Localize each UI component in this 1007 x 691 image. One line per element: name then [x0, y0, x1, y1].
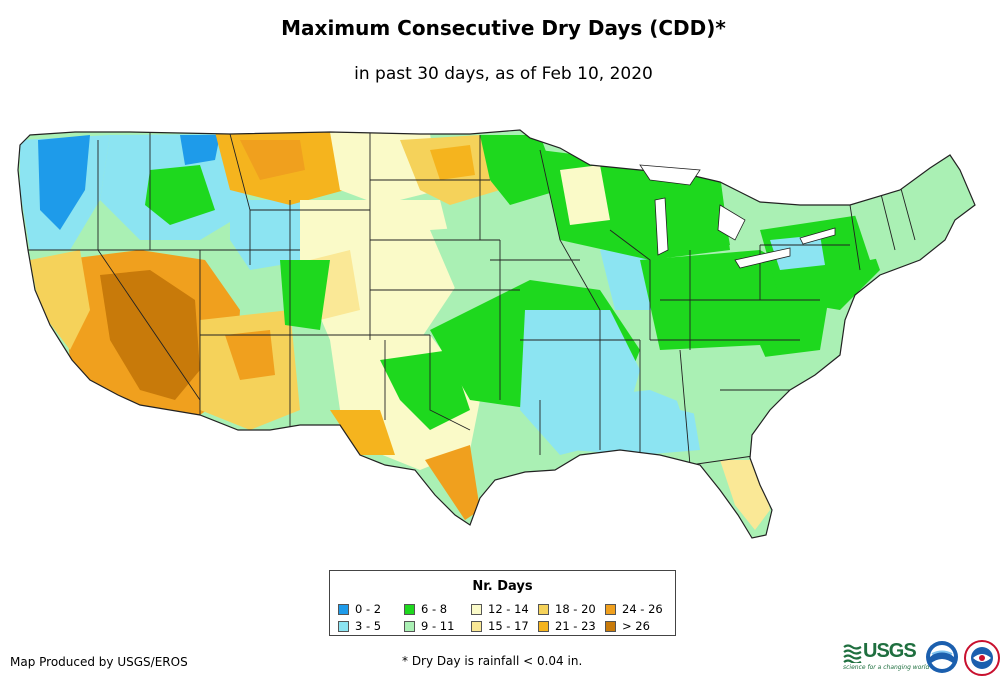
legend-swatch [538, 621, 549, 632]
legend-swatch [404, 621, 415, 632]
legend-item-3-5: 3 - 5 [338, 620, 381, 632]
map-title: Maximum Consecutive Dry Days (CDD)* [281, 16, 726, 40]
legend-swatch [471, 621, 482, 632]
usgs-tagline: science for a changing world [843, 664, 930, 671]
legend-title: Nr. Days [472, 579, 533, 594]
legend-swatch [605, 604, 616, 615]
legend-swatch [338, 604, 349, 615]
legend-swatch [404, 604, 415, 615]
agency-logos: USGS science for a changing world [843, 640, 1003, 676]
legend-label: 3 - 5 [355, 619, 382, 633]
nws-logo-icon [964, 640, 1000, 676]
legend-item-15-17: 15 - 17 [471, 620, 529, 632]
legend-item-0-2: 0 - 2 [338, 603, 381, 615]
legend-label: 9 - 11 [421, 619, 455, 633]
legend-swatch [605, 621, 616, 632]
dry-day-footnote: * Dry Day is rainfall < 0.04 in. [402, 654, 583, 668]
legend-swatch [471, 604, 482, 615]
legend-item-gt-26: > 26 [605, 620, 650, 632]
legend-label: 0 - 2 [355, 602, 382, 616]
legend-label: 18 - 20 [555, 602, 596, 616]
legend-item-6-8: 6 - 8 [404, 603, 447, 615]
legend-item-24-26: 24 - 26 [605, 603, 663, 615]
legend-item-9-11: 9 - 11 [404, 620, 454, 632]
legend-label: 24 - 26 [622, 602, 663, 616]
legend-swatch [338, 621, 349, 632]
cdd-map [17, 129, 976, 539]
legend-item-18-20: 18 - 20 [538, 603, 596, 615]
legend: Nr. Days 0 - 2 3 - 5 6 - 8 9 - 11 12 - 1… [329, 570, 676, 636]
legend-label: 6 - 8 [421, 602, 448, 616]
map-subtitle: in past 30 days, as of Feb 10, 2020 [354, 64, 653, 84]
map-credit: Map Produced by USGS/EROS [10, 655, 188, 669]
noaa-logo-icon [926, 641, 958, 673]
legend-label: 15 - 17 [488, 619, 529, 633]
legend-item-12-14: 12 - 14 [471, 603, 529, 615]
legend-item-21-23: 21 - 23 [538, 620, 596, 632]
usgs-wave-icon [843, 644, 862, 663]
legend-label: 21 - 23 [555, 619, 596, 633]
legend-label: 12 - 14 [488, 602, 529, 616]
usgs-logo: USGS [863, 640, 917, 662]
legend-label: > 26 [622, 619, 650, 633]
legend-swatch [538, 604, 549, 615]
